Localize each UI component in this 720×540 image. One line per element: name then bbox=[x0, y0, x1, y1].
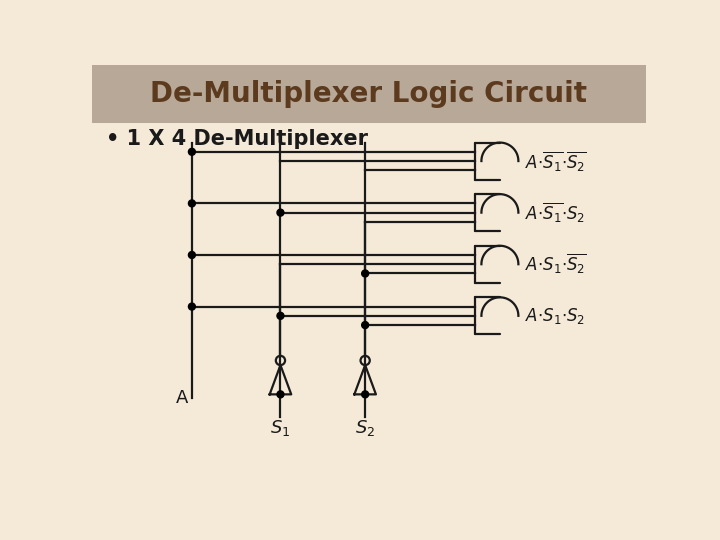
Text: $S_1$: $S_1$ bbox=[270, 418, 291, 438]
Circle shape bbox=[361, 322, 369, 328]
Circle shape bbox=[277, 209, 284, 216]
Circle shape bbox=[189, 200, 195, 207]
Circle shape bbox=[189, 148, 195, 156]
Circle shape bbox=[361, 270, 369, 277]
Circle shape bbox=[189, 252, 195, 259]
Text: $A{\cdot}S_1{\cdot}\overline{S_2}$: $A{\cdot}S_1{\cdot}\overline{S_2}$ bbox=[525, 252, 586, 276]
Circle shape bbox=[277, 312, 284, 319]
Text: $A{\cdot}S_1{\cdot}S_2$: $A{\cdot}S_1{\cdot}S_2$ bbox=[525, 306, 585, 326]
Text: $A{\cdot}\overline{S_1}{\cdot}\overline{S_2}$: $A{\cdot}\overline{S_1}{\cdot}\overline{… bbox=[525, 149, 586, 173]
FancyBboxPatch shape bbox=[92, 65, 647, 123]
Circle shape bbox=[277, 391, 284, 398]
Circle shape bbox=[189, 303, 195, 310]
Text: $A{\cdot}\overline{S_1}{\cdot}S_2$: $A{\cdot}\overline{S_1}{\cdot}S_2$ bbox=[525, 200, 585, 225]
Text: De-Multiplexer Logic Circuit: De-Multiplexer Logic Circuit bbox=[150, 80, 588, 107]
Text: • 1 X 4 De-Multiplexer: • 1 X 4 De-Multiplexer bbox=[106, 130, 368, 150]
Circle shape bbox=[361, 391, 369, 398]
Text: A: A bbox=[176, 389, 188, 407]
Text: $S_2$: $S_2$ bbox=[355, 418, 375, 438]
